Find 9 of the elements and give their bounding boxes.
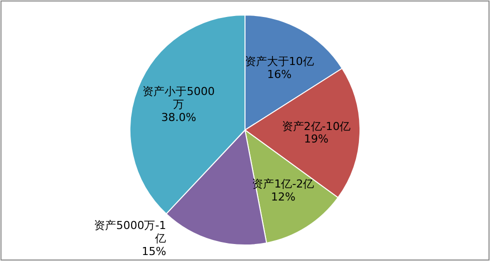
data-label: 16% [267, 68, 292, 82]
data-label: 15% [142, 245, 166, 258]
slice-label: 资产2亿-10亿 [282, 120, 351, 133]
slice-label: 资产5000万-1亿 [94, 219, 166, 245]
data-label: 19% [304, 132, 328, 146]
data-label: 38.0% [161, 110, 196, 124]
slice-label: 资产小于5000万 [142, 84, 215, 111]
slice-label: 资产大于10亿 [244, 55, 314, 68]
data-label: 12% [270, 190, 296, 204]
